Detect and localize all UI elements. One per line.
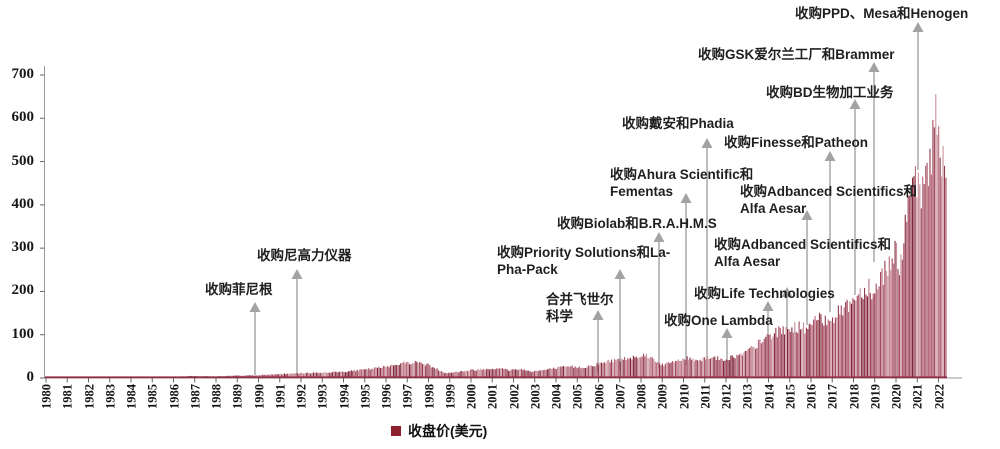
x-axis-tick-label: 1983 (103, 384, 118, 409)
x-axis-tick-label: 1982 (82, 384, 96, 409)
x-axis-tick-label: 1999 (443, 384, 458, 409)
x-axis-tick-label: 2000 (464, 384, 479, 409)
x-axis-tick-label: 2006 (592, 384, 606, 409)
x-axis-tick-label: 1984 (124, 384, 139, 409)
x-axis-tick-label: 2021 (910, 384, 925, 409)
y-axis-tick-label: 600 (11, 109, 35, 126)
annotation-priority-laphapack: 收购Priority Solutions和La- Pha-Pack (497, 245, 671, 277)
annotation-finesse-patheon: 收购Finesse和Patheon (724, 135, 869, 150)
annotation-life-technologies: 收购Life Technologies (694, 286, 835, 301)
y-axis-tick-label: 300 (11, 239, 35, 256)
x-axis-tick-label: 2010 (677, 384, 691, 409)
x-axis-tick-label: 2009 (655, 384, 670, 409)
annotation-advanced-alfa-aesar-1: 收购Adbanced Scientifics和 Alfa Aesar (714, 237, 892, 269)
annotation-gsk-brammer: 收购GSK爱尔兰工厂和Brammer (698, 47, 895, 62)
annotation-fisher-merger: 合并飞世尔 科学 (546, 292, 614, 324)
x-axis-tick-label: 1989 (230, 384, 245, 409)
x-axis-tick-label: 2013 (740, 384, 755, 409)
x-axis-tick-label: 1987 (188, 384, 203, 409)
x-axis-tick-label: 2015 (783, 384, 798, 409)
x-axis-tick-label: 1985 (145, 384, 160, 409)
x-axis-tick-label: 1995 (358, 384, 373, 409)
x-axis-tick-label: 2018 (847, 384, 861, 409)
annotation-biolab-brahms: 收购Biolab和B.R.A.H.M.S (557, 216, 717, 231)
x-axis-tick-label: 2020 (889, 384, 904, 409)
annotation-nicolet: 收购尼高力仪器 (257, 248, 352, 263)
annotation-ahura-fementas: 收购Ahura Scientific和 Fementas (610, 167, 754, 199)
x-axis-tick-label: 2003 (528, 384, 543, 409)
x-axis-tick-label: 2005 (570, 384, 585, 409)
legend-label: 收盘价(美元) (408, 423, 488, 439)
x-axis-tick-label: 1980 (39, 384, 54, 409)
annotation-ppd-mesa-henogen: 收购PPD、Mesa和Henogen (795, 6, 969, 21)
annotation-dionex-phadia: 收购戴安和Phadia (622, 116, 734, 131)
legend: 收盘价(美元) (391, 421, 487, 441)
x-axis-tick-label: 1997 (400, 384, 415, 409)
x-axis-tick-label: 2012 (719, 384, 734, 409)
x-axis-tick-label: 1981 (60, 384, 75, 409)
annotation-finnigan: 收购菲尼根 (205, 282, 273, 297)
y-axis-tick-label: 100 (11, 325, 35, 342)
x-axis-tick-label: 2008 (634, 384, 649, 409)
x-axis-tick-label: 2001 (485, 384, 500, 409)
y-axis-tick-label: 500 (11, 152, 35, 169)
annotation-advanced-alfa-aesar-2: 收购Adbanced Scientifics和 Alfa Aesar (740, 184, 918, 216)
x-axis-tick-label: 2022 (932, 384, 946, 409)
annotation-one-lambda: 收购One Lambda (664, 313, 773, 328)
x-axis-tick-label: 2004 (549, 384, 564, 409)
x-axis-tick-label: 1991 (273, 384, 288, 409)
x-axis-tick-label: 1988 (209, 384, 224, 409)
x-axis-tick-label: 2016 (804, 384, 819, 409)
x-axis-tick-label: 2011 (698, 384, 713, 409)
x-axis-tick-label: 2019 (868, 384, 883, 409)
x-axis-tick-label: 2002 (507, 384, 521, 409)
x-axis-tick-label: 1992 (294, 384, 309, 409)
x-axis-tick-label: 1994 (337, 384, 351, 409)
x-axis-tick-label: 1996 (379, 384, 394, 409)
y-axis-tick-label: 0 (26, 369, 35, 385)
y-axis-tick-label: 200 (11, 282, 35, 299)
x-axis-tick-label: 1998 (422, 384, 436, 409)
x-axis-tick-label: 1986 (167, 384, 181, 409)
x-axis-tick-label: 2017 (825, 384, 840, 409)
legend-swatch (391, 426, 401, 436)
annotation-bd-bioprocessing: 收购BD生物加工业务 (766, 85, 894, 100)
y-axis-tick-label: 700 (11, 66, 35, 82)
x-axis-tick-label: 2007 (613, 384, 628, 409)
x-axis-tick-label: 2014 (762, 384, 776, 409)
x-axis-tick-label: 1990 (252, 384, 266, 409)
y-axis-tick-label: 400 (11, 195, 35, 212)
x-axis-tick-label: 1993 (315, 384, 330, 409)
